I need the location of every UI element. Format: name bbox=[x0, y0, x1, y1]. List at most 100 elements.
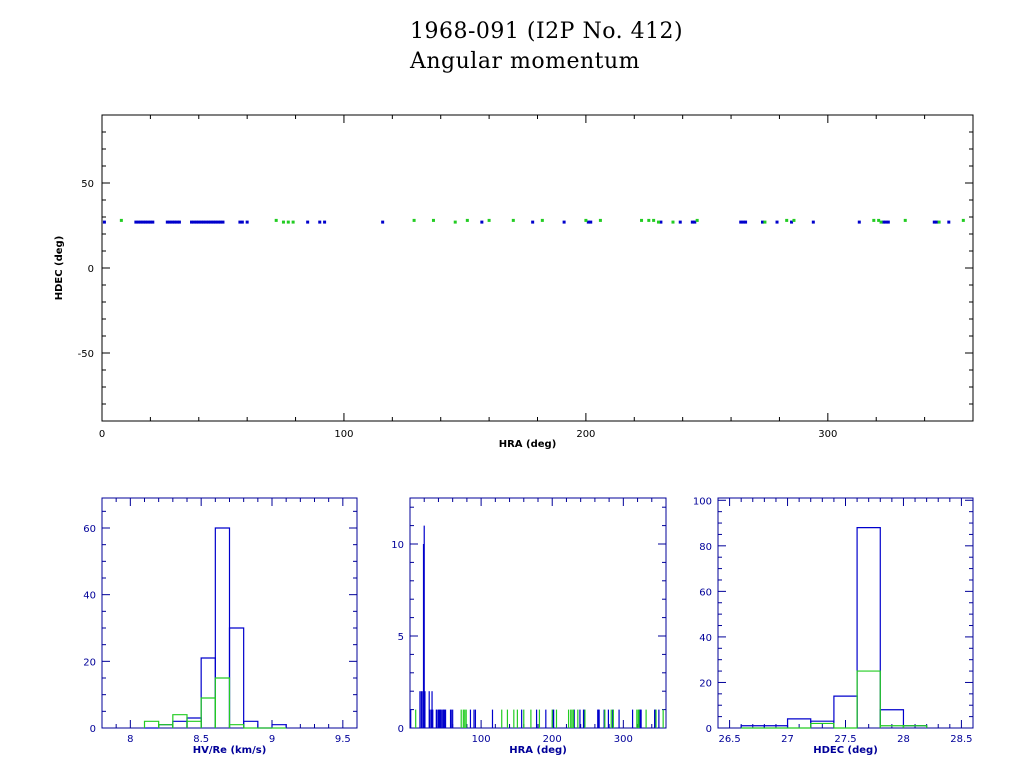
data-point-blue bbox=[790, 220, 794, 224]
data-point-green bbox=[872, 218, 876, 222]
data-point-blue bbox=[811, 220, 815, 224]
x-tick-label: 8.5 bbox=[193, 734, 209, 745]
data-point-blue bbox=[146, 220, 150, 224]
data-point-blue bbox=[744, 220, 748, 224]
data-point-blue bbox=[480, 220, 484, 224]
y-tick-label: 5 bbox=[398, 632, 404, 643]
chart-subtitle: Angular momentum bbox=[409, 49, 640, 74]
hist-bar-green bbox=[200, 697, 216, 728]
hist-bar-green bbox=[856, 670, 881, 728]
data-point-green bbox=[792, 218, 796, 222]
data-point-blue bbox=[173, 220, 177, 224]
data-point-blue bbox=[884, 220, 888, 224]
data-point-green bbox=[785, 218, 789, 222]
x-tick-label: 28.5 bbox=[950, 734, 972, 745]
x-axis-label: HDEC (deg) bbox=[813, 745, 878, 756]
data-point-blue bbox=[175, 220, 179, 224]
data-point-blue bbox=[678, 220, 682, 224]
data-point-green bbox=[281, 220, 285, 224]
data-point-green bbox=[286, 220, 290, 224]
data-point-green bbox=[431, 218, 435, 222]
data-point-green bbox=[937, 220, 941, 224]
hist-bar-blue bbox=[200, 657, 216, 728]
y-tick-label: 10 bbox=[391, 540, 404, 551]
data-point-green bbox=[879, 220, 883, 224]
chart-title: 1968-091 (I2P No. 412) bbox=[410, 19, 683, 44]
data-point-blue bbox=[139, 220, 143, 224]
data-point-blue bbox=[141, 220, 145, 224]
y-tick-label: -50 bbox=[78, 349, 94, 360]
data-point-blue bbox=[216, 220, 220, 224]
data-point-blue bbox=[761, 220, 765, 224]
x-tick-label: 27 bbox=[781, 734, 794, 745]
plot-frame bbox=[717, 497, 974, 729]
x-tick-label: 9.5 bbox=[335, 734, 351, 745]
x-axis-label: HRA (deg) bbox=[509, 745, 567, 756]
data-point-blue bbox=[659, 220, 663, 224]
y-tick-label: 0 bbox=[90, 724, 96, 735]
y-tick-label: 20 bbox=[699, 678, 712, 689]
data-point-blue bbox=[306, 220, 310, 224]
data-point-green bbox=[584, 218, 588, 222]
data-point-blue bbox=[245, 220, 249, 224]
data-point-blue bbox=[219, 220, 223, 224]
y-axis-label: HDEC (deg) bbox=[54, 236, 65, 301]
data-point-green bbox=[465, 218, 469, 222]
data-point-blue bbox=[589, 220, 593, 224]
data-point-green bbox=[671, 220, 675, 224]
data-point-blue bbox=[935, 220, 939, 224]
data-point-blue bbox=[206, 220, 210, 224]
hist-bar-green bbox=[186, 720, 202, 728]
x-tick-label: 9 bbox=[269, 734, 275, 745]
data-point-green bbox=[656, 220, 660, 224]
data-point-blue bbox=[199, 220, 203, 224]
data-point-green bbox=[119, 218, 123, 222]
data-point-green bbox=[412, 218, 416, 222]
x-tick-label: 200 bbox=[543, 734, 562, 745]
y-tick-label: 40 bbox=[699, 633, 712, 644]
data-point-green bbox=[652, 218, 656, 222]
data-point-blue bbox=[197, 220, 201, 224]
hist-bar-blue bbox=[214, 527, 231, 728]
x-tick-label: 27.5 bbox=[834, 734, 856, 745]
data-point-blue bbox=[209, 220, 213, 224]
data-point-green bbox=[487, 218, 491, 222]
y-tick-label: 0 bbox=[706, 724, 712, 735]
data-point-blue bbox=[562, 220, 566, 224]
data-point-blue bbox=[690, 220, 694, 224]
data-point-green bbox=[291, 220, 295, 224]
data-point-blue bbox=[531, 220, 535, 224]
data-point-blue bbox=[211, 220, 215, 224]
scatter-plot-hra-hdec: 0 100 200 300 50 0 -50 HRA (deg) HDEC (deg) bbox=[54, 114, 974, 450]
data-point-blue bbox=[192, 220, 196, 224]
x-tick-label: 100 bbox=[334, 429, 353, 440]
hist-bar-blue bbox=[186, 717, 202, 728]
x-tick-label: 100 bbox=[472, 734, 491, 745]
data-point-blue bbox=[739, 220, 743, 224]
data-point-green bbox=[274, 218, 278, 222]
hist-bar-blue bbox=[856, 527, 881, 728]
y-tick-label: 60 bbox=[699, 587, 712, 598]
y-tick-label: 60 bbox=[83, 524, 96, 535]
data-point-blue bbox=[102, 220, 106, 224]
data-point-blue bbox=[857, 220, 861, 224]
y-tick-label: 50 bbox=[81, 179, 94, 190]
data-point-blue bbox=[741, 220, 745, 224]
x-tick-label: 200 bbox=[576, 429, 595, 440]
data-point-blue bbox=[204, 220, 208, 224]
x-tick-label: 300 bbox=[614, 734, 633, 745]
hist-bar-green bbox=[810, 722, 835, 728]
hist-bar-blue bbox=[271, 724, 287, 728]
hist-bar-green bbox=[143, 720, 160, 728]
histogram-hv-re: 8 8.5 9 9.5 0 20 40 60 HV/Re (km/s) bbox=[83, 497, 358, 756]
y-tick-label: 0 bbox=[398, 724, 404, 735]
x-tick-label: 28 bbox=[897, 734, 910, 745]
data-point-blue bbox=[586, 220, 590, 224]
data-point-green bbox=[647, 218, 651, 222]
data-point-blue bbox=[134, 220, 138, 224]
x-tick-label: 300 bbox=[818, 429, 837, 440]
data-point-blue bbox=[693, 220, 697, 224]
data-point-blue bbox=[881, 220, 885, 224]
plot-frame bbox=[409, 497, 667, 729]
